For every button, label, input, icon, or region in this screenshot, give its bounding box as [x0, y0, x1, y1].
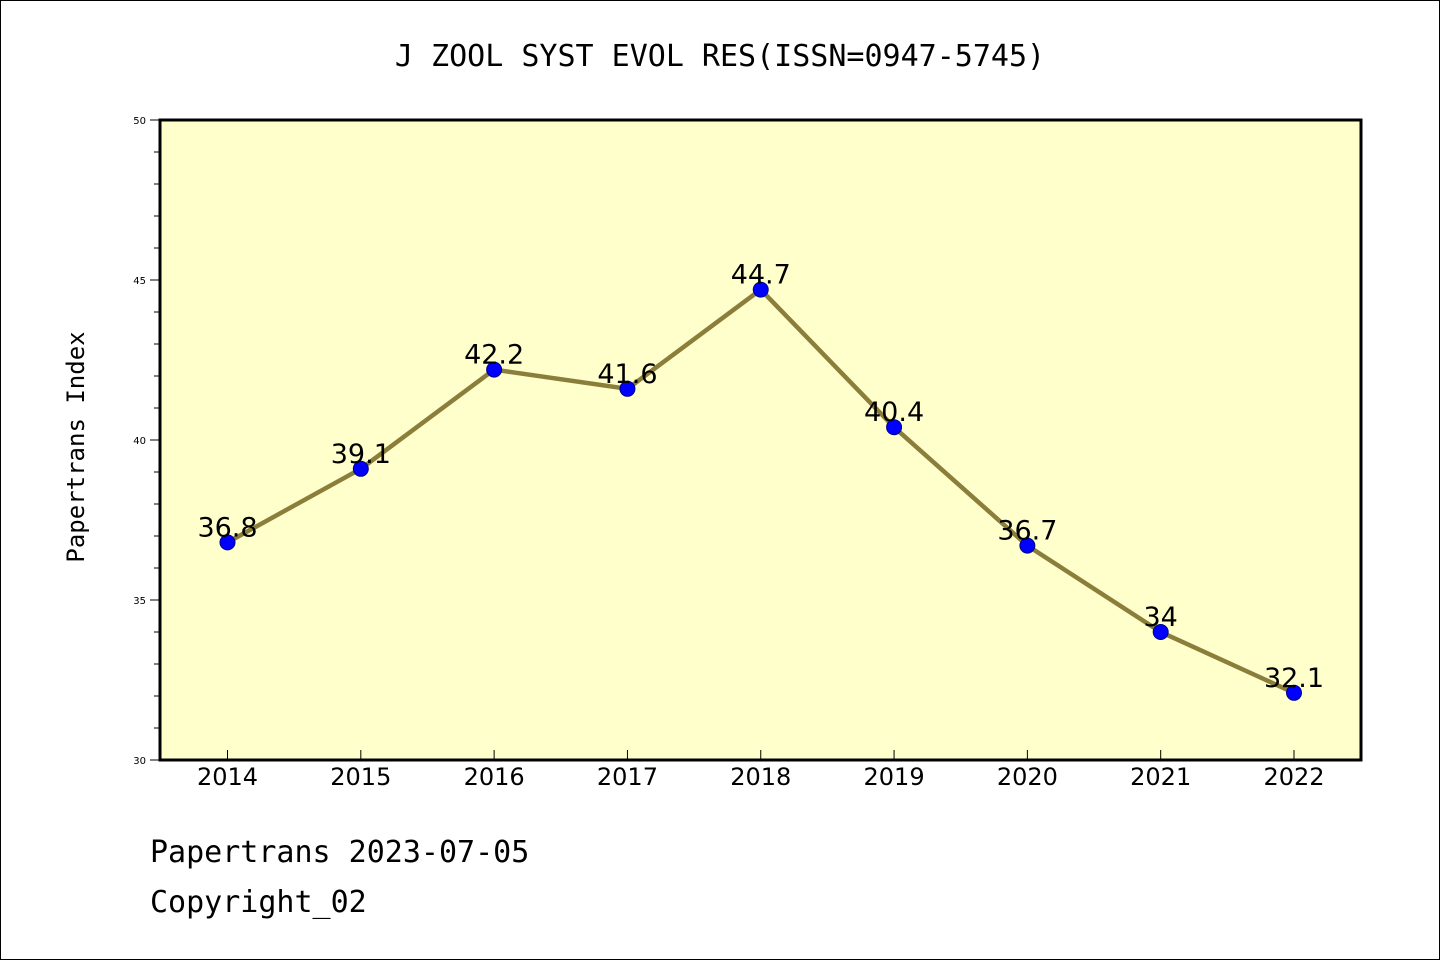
data-point [1019, 537, 1036, 554]
y-axis-label: Papertrans Index [62, 331, 90, 562]
data-label: 39.1 [331, 439, 391, 470]
data-point [352, 460, 369, 477]
chart-title: J ZOOL SYST EVOL RES(ISSN=0947-5745) [395, 39, 1045, 74]
x-tick-label: 2020 [997, 763, 1058, 791]
data-point [752, 281, 769, 298]
x-tick-label: 2019 [864, 763, 925, 791]
x-tick-label: 2021 [1130, 763, 1191, 791]
x-tick-label: 2015 [330, 763, 391, 791]
data-label: 44.7 [731, 260, 791, 291]
x-tick-label: 2017 [597, 763, 658, 791]
data-point [886, 419, 903, 436]
series-group: 36.8 39.1 42.2 41.6 44.7 40.4 36.7 34 32.1 [197, 260, 1324, 701]
footer-date: Papertrans 2023-07-05 [150, 835, 530, 870]
x-tick-label: 2014 [197, 763, 258, 791]
x-tick-label: 2022 [1263, 763, 1324, 791]
data-point [486, 361, 503, 378]
data-label: 41.6 [597, 359, 657, 390]
y-tick-label: 45 [133, 276, 146, 287]
footer-copyright: Copyright_02 [150, 885, 367, 920]
plot-area [158, 118, 1363, 762]
data-label: 32.1 [1264, 663, 1324, 694]
data-point [219, 534, 236, 551]
data-point [619, 380, 636, 397]
y-tick-label: 50 [133, 116, 146, 127]
y-tick-label: 35 [133, 596, 146, 607]
data-label: 42.2 [464, 340, 524, 371]
data-point [1286, 684, 1302, 701]
x-tick-label: 2016 [464, 763, 525, 791]
y-tick-label: 40 [133, 436, 146, 447]
x-tick-label: 2018 [730, 763, 791, 791]
y-tick-label: 30 [133, 756, 146, 767]
x-axis: 2014 2015 2016 2017 2018 2019 2020 2021 2022 [197, 750, 1325, 791]
data-label: 36.7 [997, 516, 1057, 547]
data-label: 40.4 [864, 397, 924, 428]
data-label: 34 [1144, 602, 1178, 633]
y-axis: 30 35 40 45 50 [133, 116, 160, 767]
data-point [1152, 624, 1169, 640]
data-label: 36.8 [197, 512, 257, 543]
